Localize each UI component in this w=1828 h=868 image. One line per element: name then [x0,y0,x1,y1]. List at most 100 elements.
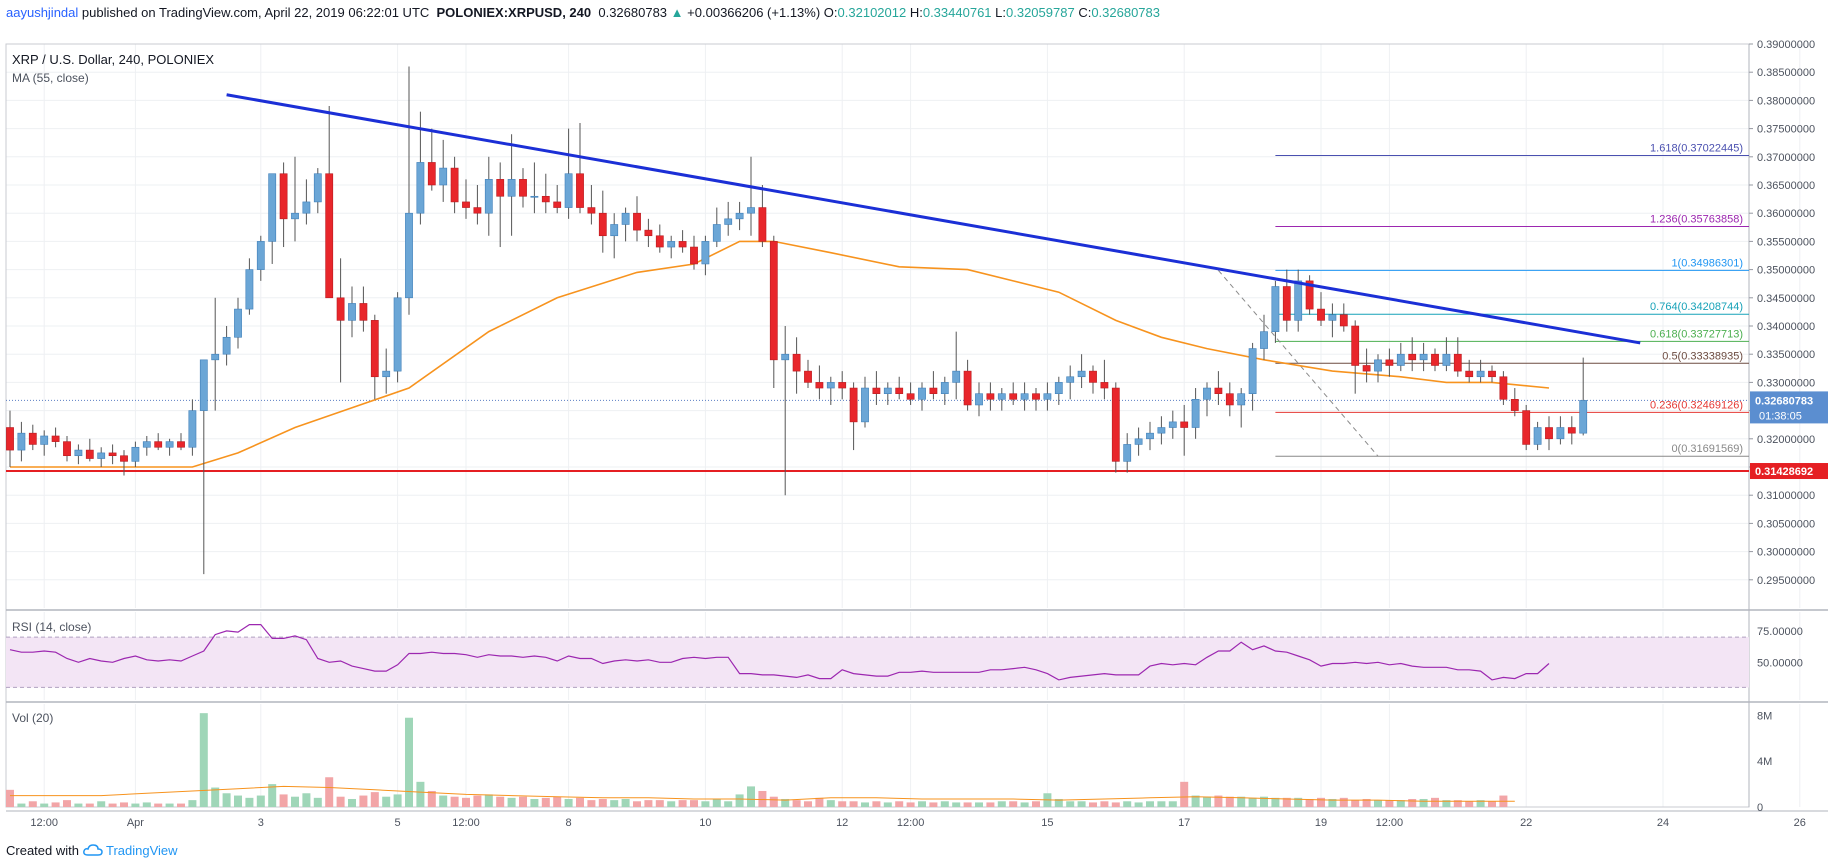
candle-body [701,241,710,265]
price-tick-label: 0.39000000 [1757,39,1815,51]
candle-body [63,441,71,457]
price-tick-label: 0.34500000 [1757,293,1815,305]
volume-bar [690,800,698,807]
volume-bar [861,802,869,807]
price-tick-label: 0.37500000 [1757,124,1815,136]
candle-body [268,173,277,242]
volume-bar [997,801,1006,807]
candle-body [222,336,231,355]
candle-body [1282,286,1291,321]
candle-body [199,359,208,411]
candle-body [826,382,835,389]
volume-bar [1157,801,1166,807]
candle-body [234,308,242,338]
candle-body [553,201,562,208]
candle-body [986,393,995,400]
volume-bar [530,798,539,807]
chart-header: aayushjindal published on TradingView.co… [6,5,1160,20]
price-pane [6,66,1749,575]
time-tick-label: 12:00 [30,817,58,829]
candle-body [929,387,938,394]
volume-bar [325,777,334,807]
volume-bar [131,803,140,807]
volume-bar [895,801,904,807]
candle-body [861,387,869,423]
price-tick-label: 0.34000000 [1757,321,1815,333]
price-axis[interactable]: 0.39000000 0.38500000 0.38000000 0.37500000… [1749,39,1828,814]
volume-title: Vol (20) [12,711,53,725]
candle-body [530,195,539,198]
price-tick-label: 0.31000000 [1757,490,1815,502]
volume-bar [393,794,402,807]
fib-trend-dashed [1218,270,1379,457]
volume-bar [747,786,755,807]
volume-bar [199,713,208,807]
candle-body [1556,427,1565,440]
time-tick-label: 3 [258,817,264,829]
volume-bar [97,801,106,807]
volume-bar [370,792,379,807]
candle-body [1077,370,1086,378]
candle-body [1203,387,1211,400]
candle-body [519,179,527,197]
tradingview-brand-link[interactable]: TradingView [106,843,178,858]
volume-bar [564,798,573,807]
time-tick-label: 12:00 [897,817,925,829]
candle-body [1294,280,1303,321]
author-link[interactable]: aayushjindal [6,5,79,20]
time-tick-label: 15 [1041,817,1053,829]
price-tick-label: 0.38000000 [1757,95,1815,107]
volume-bar [1077,801,1086,807]
candle-body [1396,353,1405,366]
candle-body [1419,353,1428,361]
volume-bar [222,793,231,807]
candle-body [712,224,721,242]
candle-body [359,303,368,321]
volume-bar [735,794,744,807]
volume-bar [1066,801,1075,807]
time-tick-label: 17 [1178,817,1190,829]
candle-body [1225,393,1234,406]
candle-body [667,241,676,248]
volume-bar [1442,800,1451,807]
volume-bar [940,801,949,807]
low-value: 0.32059787 [1006,5,1075,20]
footer: Created with TradingView [6,843,178,858]
volume-bar [1260,796,1268,807]
candle-body [655,235,664,248]
volume-bar [382,796,391,807]
volume-bar [165,803,174,807]
candle-body [256,241,265,270]
volume-bar [268,784,277,807]
volume-bar [188,800,197,807]
price-tick-label: 0.32000000 [1757,434,1815,446]
candle-body [1168,421,1177,428]
candle-body [450,167,459,203]
volume-bar [952,802,961,807]
price-change: +0.00366206 (+1.13%) [687,5,821,20]
candle-body [769,241,778,361]
volume-bar [1282,797,1291,807]
price-tick-label: 0.35000000 [1757,265,1815,277]
pane-frames [5,43,1828,812]
volume-bar [1271,797,1280,807]
candle-body [804,370,812,383]
support-price-tag [1750,463,1828,480]
close-label: C: [1078,5,1092,20]
volume-bar [1328,798,1337,807]
volume-bar [302,793,311,807]
volume-tick-label: 8M [1757,710,1772,722]
volume-bar [815,797,824,807]
fib-label: 0.764(0.34208744) [1650,301,1743,313]
descending-trend-line [226,93,1641,345]
volume-bar [1362,798,1371,807]
time-axis[interactable]: 12:00 Apr 3 5 12:00 8 10 12 12:00 15 17 19 12:00 22 24… [30,817,1828,829]
volume-tick-label: 4M [1757,756,1772,768]
candle-body [165,441,174,448]
candle-body [6,427,14,451]
rsi-tick-label: 50.00000 [1757,657,1803,669]
open-label: O: [823,5,838,20]
candle-body [1157,427,1166,434]
volume-bar [473,795,482,807]
